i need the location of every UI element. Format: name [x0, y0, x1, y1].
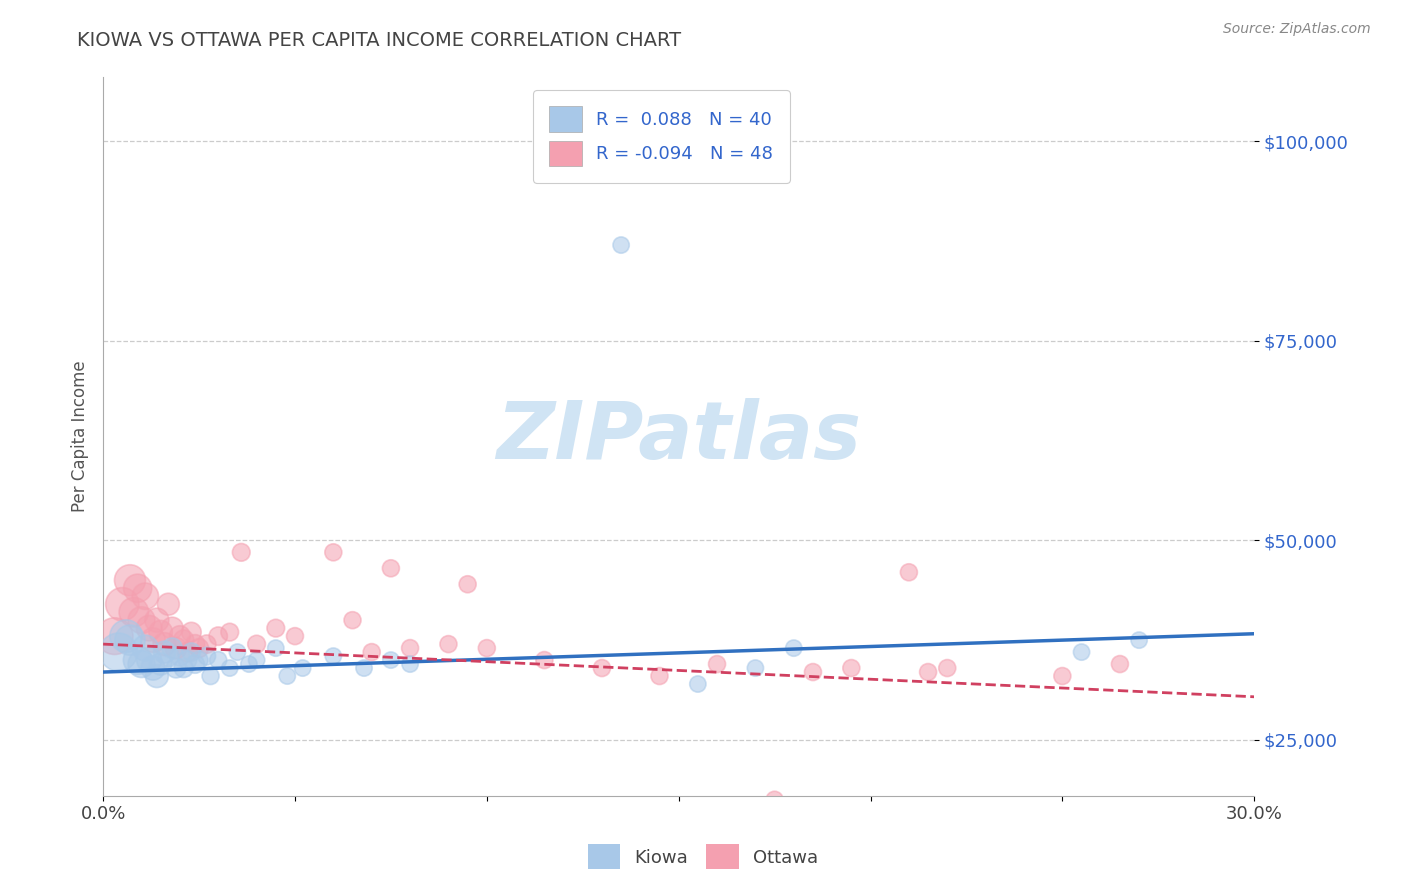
Point — [118, 574, 141, 588]
Point — [610, 238, 633, 252]
Point — [226, 645, 249, 659]
Point — [1128, 633, 1150, 648]
Point — [686, 677, 709, 691]
Point — [153, 637, 176, 651]
Point — [165, 661, 187, 675]
Point — [291, 661, 314, 675]
Point — [342, 613, 364, 627]
Point — [475, 641, 498, 656]
Point — [936, 661, 959, 675]
Point — [131, 657, 153, 671]
Point — [169, 629, 191, 643]
Point — [783, 641, 806, 656]
Point — [322, 545, 344, 559]
Legend: R =  0.088   N = 40, R = -0.094   N = 48: R = 0.088 N = 40, R = -0.094 N = 48 — [533, 90, 790, 183]
Point — [706, 657, 728, 671]
Point — [264, 641, 287, 656]
Point — [200, 669, 222, 683]
Point — [188, 653, 211, 667]
Point — [744, 661, 766, 675]
Point — [218, 625, 240, 640]
Point — [153, 645, 176, 659]
Point — [160, 621, 183, 635]
Point — [142, 633, 165, 648]
Point — [184, 637, 207, 651]
Point — [122, 605, 145, 619]
Point — [238, 657, 260, 671]
Point — [264, 621, 287, 635]
Point — [1070, 645, 1092, 659]
Point — [591, 661, 613, 675]
Point — [157, 649, 180, 664]
Point — [218, 661, 240, 675]
Point — [173, 633, 195, 648]
Point — [134, 589, 156, 603]
Point — [360, 645, 382, 659]
Point — [173, 661, 195, 675]
Point — [276, 669, 298, 683]
Point — [231, 545, 253, 559]
Point — [284, 629, 307, 643]
Point — [149, 657, 172, 671]
Point — [648, 669, 671, 683]
Point — [437, 637, 460, 651]
Point — [184, 657, 207, 671]
Point — [176, 653, 198, 667]
Point — [399, 657, 422, 671]
Point — [115, 629, 138, 643]
Point — [146, 613, 169, 627]
Text: Source: ZipAtlas.com: Source: ZipAtlas.com — [1223, 22, 1371, 37]
Point — [801, 665, 824, 679]
Y-axis label: Per Capita Income: Per Capita Income — [72, 360, 89, 512]
Point — [142, 661, 165, 675]
Point — [180, 645, 202, 659]
Point — [457, 577, 479, 591]
Point — [246, 653, 269, 667]
Point — [917, 665, 939, 679]
Point — [380, 653, 402, 667]
Point — [176, 645, 198, 659]
Point — [104, 629, 127, 643]
Text: KIOWA VS OTTAWA PER CAPITA INCOME CORRELATION CHART: KIOWA VS OTTAWA PER CAPITA INCOME CORREL… — [77, 31, 682, 50]
Point — [165, 641, 187, 656]
Point — [169, 649, 191, 664]
Point — [207, 653, 229, 667]
Point — [131, 613, 153, 627]
Point — [127, 581, 149, 595]
Point — [188, 641, 211, 656]
Point — [1052, 669, 1074, 683]
Point — [399, 641, 422, 656]
Point — [380, 561, 402, 575]
Point — [180, 625, 202, 640]
Point — [353, 661, 375, 675]
Point — [322, 649, 344, 664]
Point — [138, 621, 160, 635]
Point — [127, 653, 149, 667]
Point — [146, 669, 169, 683]
Point — [149, 625, 172, 640]
Text: ZIPatlas: ZIPatlas — [496, 398, 862, 475]
Point — [1109, 657, 1132, 671]
Point — [157, 597, 180, 611]
Point — [118, 633, 141, 648]
Point — [841, 661, 863, 675]
Point — [195, 649, 218, 664]
Point — [195, 637, 218, 651]
Point — [107, 645, 129, 659]
Point — [763, 793, 786, 807]
Point — [246, 637, 269, 651]
Point — [134, 641, 156, 656]
Point — [897, 566, 920, 580]
Point — [111, 597, 134, 611]
Point — [160, 641, 183, 656]
Legend: Kiowa, Ottawa: Kiowa, Ottawa — [578, 835, 828, 879]
Point — [207, 629, 229, 643]
Point — [138, 653, 160, 667]
Point — [533, 653, 555, 667]
